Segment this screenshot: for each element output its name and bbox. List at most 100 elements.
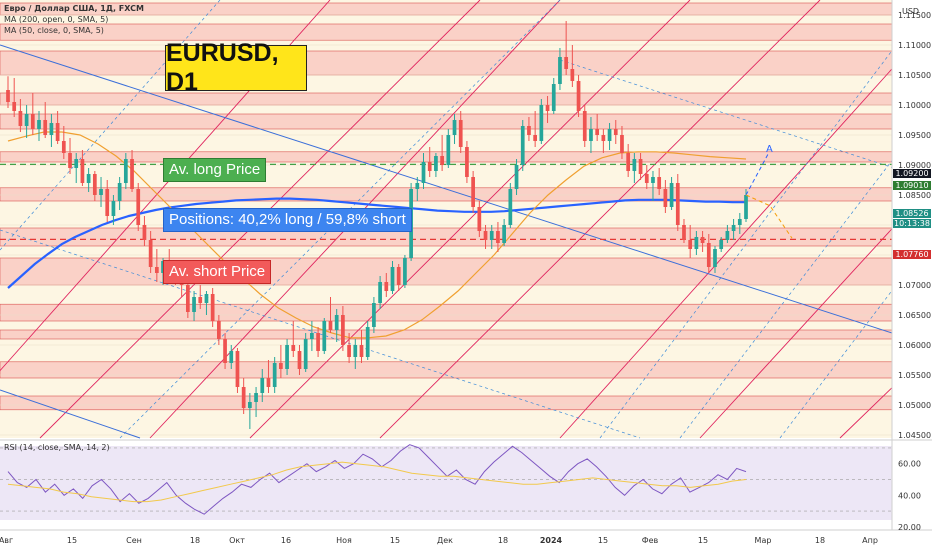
price-zone: [0, 329, 893, 340]
candle-body: [43, 120, 48, 135]
price-tick-label: 1.06500: [898, 311, 931, 320]
channel-line: [559, 59, 901, 439]
projection-marker: A: [766, 144, 773, 155]
price-zone: [0, 92, 893, 106]
candle-body: [37, 120, 41, 129]
channel-line: [839, 379, 901, 439]
candle-body: [558, 57, 562, 84]
candle-body: [74, 159, 79, 168]
candle-body: [694, 237, 699, 249]
candle-body: [589, 129, 593, 141]
time-tick-label: 15: [598, 536, 608, 545]
candle-body: [204, 294, 209, 303]
time-tick-label: Мар: [755, 536, 772, 545]
projection-short: [745, 194, 793, 239]
channel-dash-line: [0, 0, 221, 251]
candle-body: [613, 129, 618, 135]
candle-body: [700, 237, 705, 243]
candle-body: [359, 345, 364, 357]
ma50-legend[interactable]: MA (50, close, 0, SMA, 5): [4, 26, 104, 35]
candle-body: [223, 339, 227, 363]
candle-body: [396, 267, 401, 285]
time-tick-label: Фев: [642, 536, 659, 545]
candle-body: [626, 153, 631, 171]
candle-body: [533, 135, 538, 141]
candle-body: [551, 84, 556, 111]
candle-body: [725, 231, 730, 240]
candle-body: [663, 189, 668, 207]
currency-label[interactable]: USD: [902, 7, 920, 16]
ma200-line: [7, 197, 746, 289]
candle-body: [440, 156, 444, 165]
candle-body: [24, 114, 29, 126]
candle-body: [682, 225, 686, 240]
candle-body: [520, 126, 525, 165]
channel-dash-line: [679, 149, 901, 439]
channel-line: [249, 0, 691, 439]
price-zone: [0, 50, 893, 76]
candle-body: [334, 315, 339, 330]
candle-body: [210, 294, 215, 321]
price-tick-label: 1.10000: [898, 101, 931, 110]
candle-body: [229, 351, 234, 363]
price-tick-label: 1.11000: [898, 41, 931, 50]
short-price-tag: 1.07760: [893, 250, 931, 259]
rsi-tick-label: 60.00: [898, 460, 921, 469]
candle-body: [378, 282, 382, 303]
candle-body: [49, 123, 54, 135]
candle-body: [713, 249, 717, 267]
rsi-band: [0, 446, 892, 520]
candle-body: [471, 177, 475, 207]
candles: [6, 21, 748, 429]
candle-body: [688, 240, 693, 249]
candle-body: [12, 102, 17, 111]
candle-body: [632, 159, 637, 171]
candle-body: [55, 123, 60, 141]
time-tick-label: 18: [498, 536, 508, 545]
rsi-legend[interactable]: RSI (14, close, SMA, 14, 2): [4, 443, 110, 452]
price-zone: [0, 303, 893, 322]
candle-body: [508, 189, 513, 225]
candle-body: [706, 243, 711, 267]
candle-body: [731, 225, 736, 231]
time-tick-label: 18: [815, 536, 825, 545]
current-price-tag: 1.08526: [893, 209, 931, 218]
candle-body: [303, 339, 308, 369]
time-tick-label: 15: [390, 536, 400, 545]
price-tick-label: 1.04500: [898, 431, 931, 440]
time-tick-label: Апр: [862, 536, 878, 545]
candle-body: [496, 231, 500, 243]
candle-body: [86, 174, 91, 183]
candle-body: [545, 105, 550, 111]
time-tick-label: 18: [190, 536, 200, 545]
candle-body: [719, 240, 724, 249]
price-grid: [0, 14, 892, 436]
candle-body: [421, 162, 426, 183]
candle-body: [297, 351, 302, 369]
candle-body: [644, 174, 649, 183]
time-tick-label: Окт: [229, 536, 245, 545]
price-zone: [0, 395, 893, 411]
candle-body: [279, 363, 283, 369]
candle-body: [136, 189, 141, 225]
price-tick-label: 1.11500: [898, 11, 931, 20]
candle-body: [285, 345, 289, 369]
time-tick-label: 15: [67, 536, 77, 545]
candle-body: [465, 147, 469, 177]
candle-body: [154, 267, 159, 273]
candle-body: [254, 393, 258, 402]
candle-body: [570, 69, 575, 81]
candle-body: [539, 105, 544, 141]
candle-body: [105, 189, 110, 216]
candle-body: [446, 135, 451, 165]
long-price-tag: 1.09010: [893, 181, 931, 190]
candle-body: [248, 402, 252, 408]
candle-body: [489, 231, 494, 240]
candle-body: [185, 285, 190, 312]
symbol-legend[interactable]: Евро / Доллар США, 1Д, FXCM: [4, 4, 144, 13]
candle-body: [18, 111, 23, 126]
ma200-legend[interactable]: MA (200, open, 0, SMA, 5): [4, 15, 109, 24]
candle-body: [30, 114, 35, 129]
candle-body: [347, 345, 351, 357]
